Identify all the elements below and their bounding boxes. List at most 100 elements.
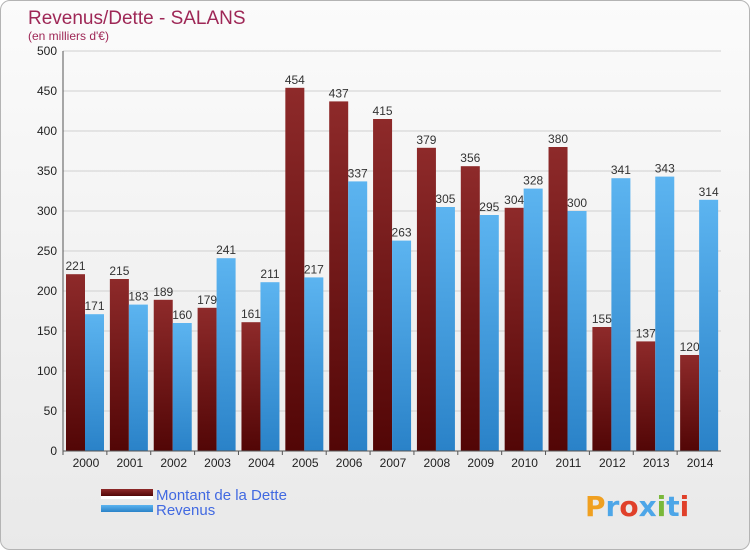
logo-letter: o bbox=[619, 490, 638, 523]
x-tick-label: 2011 bbox=[556, 456, 582, 470]
bar-debt bbox=[66, 274, 85, 451]
data-label-debt: 120 bbox=[680, 340, 700, 354]
bar-debt bbox=[680, 355, 700, 451]
bar-debt bbox=[636, 341, 656, 451]
bar-revenus bbox=[260, 282, 280, 451]
x-tick-label: 2005 bbox=[292, 456, 319, 470]
bar-revenus bbox=[699, 199, 719, 451]
legend-swatch-revenus bbox=[101, 505, 153, 512]
bar-debt bbox=[109, 279, 129, 451]
x-tick-label: 2006 bbox=[336, 456, 363, 470]
data-label-revenus: 241 bbox=[216, 243, 236, 257]
y-tick-label: 400 bbox=[37, 124, 57, 138]
bar-revenus bbox=[435, 207, 455, 451]
bar-debt bbox=[153, 299, 173, 451]
bar-revenus bbox=[348, 181, 368, 451]
bar-revenus bbox=[655, 176, 675, 451]
bar-debt bbox=[504, 207, 524, 451]
data-label-debt: 415 bbox=[373, 104, 393, 118]
x-tick-label: 2013 bbox=[643, 456, 670, 470]
y-tick-label: 300 bbox=[37, 204, 57, 218]
data-label-revenus: 211 bbox=[260, 267, 279, 281]
x-tick-label: 2001 bbox=[116, 456, 143, 470]
data-label-revenus: 341 bbox=[611, 163, 631, 177]
legend: Montant de la Dette Revenus bbox=[101, 487, 287, 519]
bar-debt bbox=[285, 87, 305, 452]
data-label-revenus: 305 bbox=[435, 192, 455, 206]
x-tick-label: 2012 bbox=[599, 456, 626, 470]
data-label-revenus: 328 bbox=[523, 174, 543, 188]
bar-revenus bbox=[392, 240, 412, 451]
data-label-debt: 304 bbox=[504, 193, 524, 207]
bar-revenus bbox=[216, 258, 236, 451]
data-label-revenus: 337 bbox=[348, 166, 368, 180]
data-label-revenus: 295 bbox=[479, 200, 499, 214]
bar-debt bbox=[373, 119, 393, 451]
bar-revenus bbox=[304, 277, 324, 451]
bar-debt bbox=[460, 166, 480, 451]
x-tick-label: 2010 bbox=[511, 456, 538, 470]
legend-label-debt: Montant de la Dette bbox=[156, 487, 287, 504]
chart-title: Revenus/Dette - SALANS bbox=[28, 8, 246, 29]
data-label-revenus: 183 bbox=[128, 290, 148, 304]
bar-debt bbox=[241, 322, 261, 451]
bar-revenus bbox=[479, 215, 499, 451]
data-label-debt: 221 bbox=[65, 259, 85, 273]
legend-item-revenus: Revenus bbox=[101, 502, 215, 519]
legend-item-debt: Montant de la Dette bbox=[101, 487, 287, 504]
bar-revenus bbox=[523, 188, 543, 451]
logo-letter: x bbox=[639, 490, 657, 523]
x-tick-label: 2009 bbox=[467, 456, 494, 470]
y-tick-label: 0 bbox=[50, 444, 57, 458]
y-tick-label: 500 bbox=[37, 44, 57, 58]
bar-revenus bbox=[611, 178, 631, 451]
x-tick-label: 2000 bbox=[73, 456, 100, 470]
data-label-debt: 215 bbox=[109, 264, 129, 278]
data-label-revenus: 343 bbox=[655, 162, 675, 176]
bar-debt bbox=[592, 327, 612, 451]
y-tick-label: 200 bbox=[37, 284, 57, 298]
y-tick-label: 50 bbox=[44, 404, 58, 418]
y-tick-label: 150 bbox=[37, 324, 57, 338]
bar-revenus bbox=[567, 211, 587, 451]
logo-letter: t bbox=[666, 490, 679, 523]
data-label-debt: 454 bbox=[285, 73, 305, 87]
x-tick-label: 2002 bbox=[160, 456, 187, 470]
bars: 221 171 215 183 189 160 179 241 161 211 454 217 437 3… bbox=[65, 73, 719, 452]
legend-swatch-gap bbox=[101, 496, 153, 499]
x-tick-label: 2007 bbox=[380, 456, 407, 470]
bar-debt bbox=[197, 307, 217, 451]
data-label-debt: 380 bbox=[548, 132, 568, 146]
logo-letter: i bbox=[657, 490, 667, 523]
x-tick-label: 2003 bbox=[204, 456, 231, 470]
data-label-revenus: 263 bbox=[392, 226, 412, 240]
axes: 0 50 100 150 200 250 300 350 400 450 500 2000 2001 20… bbox=[37, 44, 721, 470]
logo-letter: P bbox=[585, 490, 606, 523]
logo-letter: i bbox=[680, 490, 690, 523]
data-label-debt: 179 bbox=[197, 293, 217, 307]
y-tick-label: 450 bbox=[37, 84, 57, 98]
x-tick-label: 2008 bbox=[424, 456, 451, 470]
bar-revenus bbox=[128, 304, 148, 451]
x-tick-label: 2014 bbox=[687, 456, 714, 470]
data-label-revenus: 300 bbox=[567, 196, 587, 210]
data-label-revenus: 314 bbox=[699, 185, 719, 199]
data-label-debt: 137 bbox=[636, 326, 656, 340]
logo-letter: r bbox=[606, 490, 620, 523]
bar-revenus bbox=[85, 314, 104, 451]
bar-debt bbox=[329, 101, 349, 452]
x-tick-label: 2004 bbox=[248, 456, 275, 470]
y-tick-label: 250 bbox=[37, 244, 57, 258]
proxiti-logo: Proxiti bbox=[585, 490, 689, 523]
data-label-debt: 437 bbox=[329, 86, 349, 100]
y-tick-label: 100 bbox=[37, 364, 57, 378]
data-label-revenus: 171 bbox=[84, 299, 104, 313]
bar-debt bbox=[416, 147, 436, 452]
data-label-debt: 189 bbox=[153, 285, 173, 299]
legend-label-revenus: Revenus bbox=[156, 502, 215, 519]
data-label-debt: 161 bbox=[241, 307, 261, 321]
legend-swatch-debt bbox=[101, 489, 153, 496]
data-label-debt: 379 bbox=[416, 133, 436, 147]
